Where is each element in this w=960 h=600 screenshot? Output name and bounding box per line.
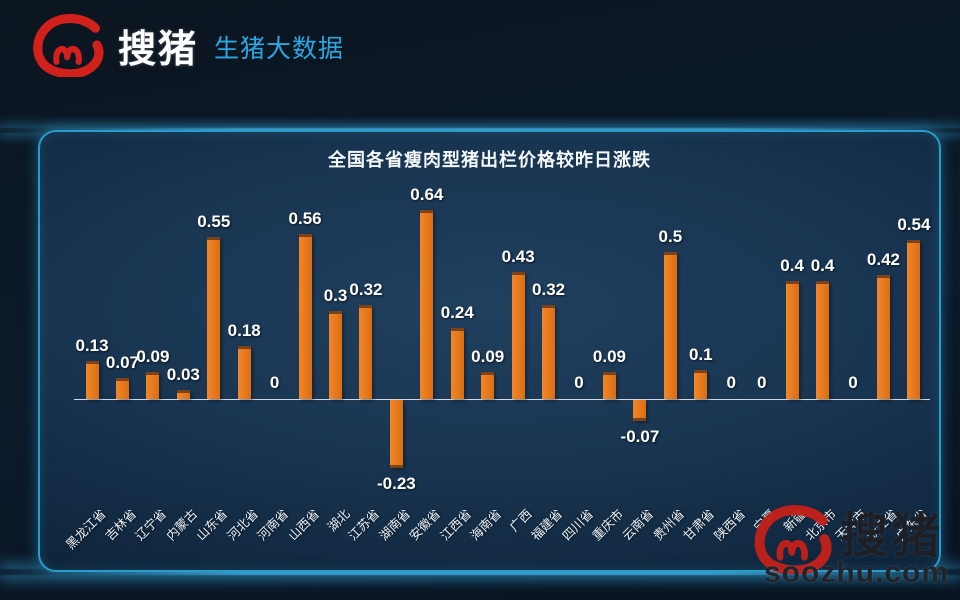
bar-value-label: 0 [756,373,767,392]
bar-value-label: 0.64 [410,185,444,205]
bar [511,272,525,399]
bar-value-label: 0 [726,373,736,392]
bar [237,345,251,399]
bar [542,304,556,399]
bar-value-label: 0.4 [780,256,804,275]
bar-value-label: 0.54 [897,214,931,234]
bar [329,310,343,399]
bar-value-label: 0.42 [866,250,900,270]
bar-value-label: -0.07 [620,426,660,446]
bar-value-label: 0.1 [688,344,713,364]
bar [207,236,221,399]
bar-value-label: 0 [848,373,858,392]
x-axis-label: 海南省 [468,506,505,544]
watermark: 搜猪 soozhu.com [758,508,958,600]
x-axis-label: 贵州省 [650,506,688,544]
bar-value-label: 0.13 [75,335,109,355]
bar [450,328,464,399]
x-axis-label: 山东省 [194,506,231,544]
bar-value-label: 0.5 [658,226,683,246]
bar-chart-plot-area: 0.13 黑龙江省 0.07 吉林省 0.09 辽宁省 0.03 内蒙古 0.55 山东省 0.18… [40,132,939,570]
chart-panel: 全国各省瘦肉型猪出栏价格较昨日涨跌 0.13 黑龙江省 0.07 吉林省 0.09 辽宁省… [38,130,941,572]
x-axis-label: 甘肃省 [681,506,718,544]
bar-value-label: 0.18 [227,320,261,340]
bar [115,378,129,399]
x-axis-label: 山西省 [285,506,322,544]
watermark-site-url: soozhu.com [764,556,950,589]
bar-value-label: 0.55 [197,211,231,231]
bar [298,233,312,399]
bar-value-label: 0.03 [166,365,200,385]
souzhu-logo-icon [32,13,110,77]
bar [907,239,921,399]
bar [785,281,799,399]
watermark-brand-text: 搜猪 [840,510,945,563]
bar-value-label: 0 [574,373,584,392]
bar [176,390,190,399]
bar-value-label: 0.09 [592,347,627,367]
bar [420,210,434,399]
x-axis-label: 云南省 [620,506,657,544]
bar [633,400,647,421]
bar [663,251,677,399]
x-axis-label: 湖南省 [376,506,414,544]
bar-value-label: -0.23 [377,473,416,493]
bar-value-label: 0.07 [105,353,139,373]
bar [359,304,373,399]
bar [816,281,830,399]
x-axis-label: 吉林省 [102,506,140,544]
x-axis-label: 重庆市 [589,506,627,544]
bar-value-label: 0.09 [471,347,505,367]
bar-value-label: 0.32 [349,279,383,299]
bar [602,372,616,399]
brand-text: 搜猪 [118,28,199,71]
x-axis-label: 四川省 [559,506,596,544]
bottom-glow-divider [0,569,960,575]
bar-value-label: 0.4 [810,256,835,275]
brand-subtitle: 生猪大数据 [214,35,345,63]
bar-value-label: 0.43 [501,247,535,267]
chart-title: 全国各省瘦肉型猪出栏价格较昨日涨跌 [328,150,651,170]
bar [389,400,403,468]
bar [481,372,495,399]
bar [694,369,708,399]
x-axis-label: 河北省 [224,506,261,544]
x-axis-label: 陕西省 [711,506,748,544]
bar-value-label: 0.56 [288,208,322,228]
bar-value-label: 0.24 [440,303,474,323]
x-axis-label: 江苏省 [346,506,383,544]
x-axis-label: 辽宁省 [133,506,170,544]
x-axis-baseline [74,399,930,400]
bar [85,360,99,399]
header: 搜猪 生猪大数据 [32,10,344,80]
bar-value-label: 0.3 [323,285,348,305]
x-axis-label: 江西省 [437,506,475,544]
x-axis-label: 福建省 [528,506,566,544]
x-axis-label: 内蒙古 [163,506,201,544]
bar-value-label: 0 [269,373,280,392]
x-axis-label: 河南省 [254,506,292,544]
bar-value-label: 0.09 [136,347,170,367]
bar [146,372,160,399]
bar [876,275,890,399]
bar-value-label: 0.32 [532,279,566,299]
x-axis-label: 安徽省 [407,506,444,544]
